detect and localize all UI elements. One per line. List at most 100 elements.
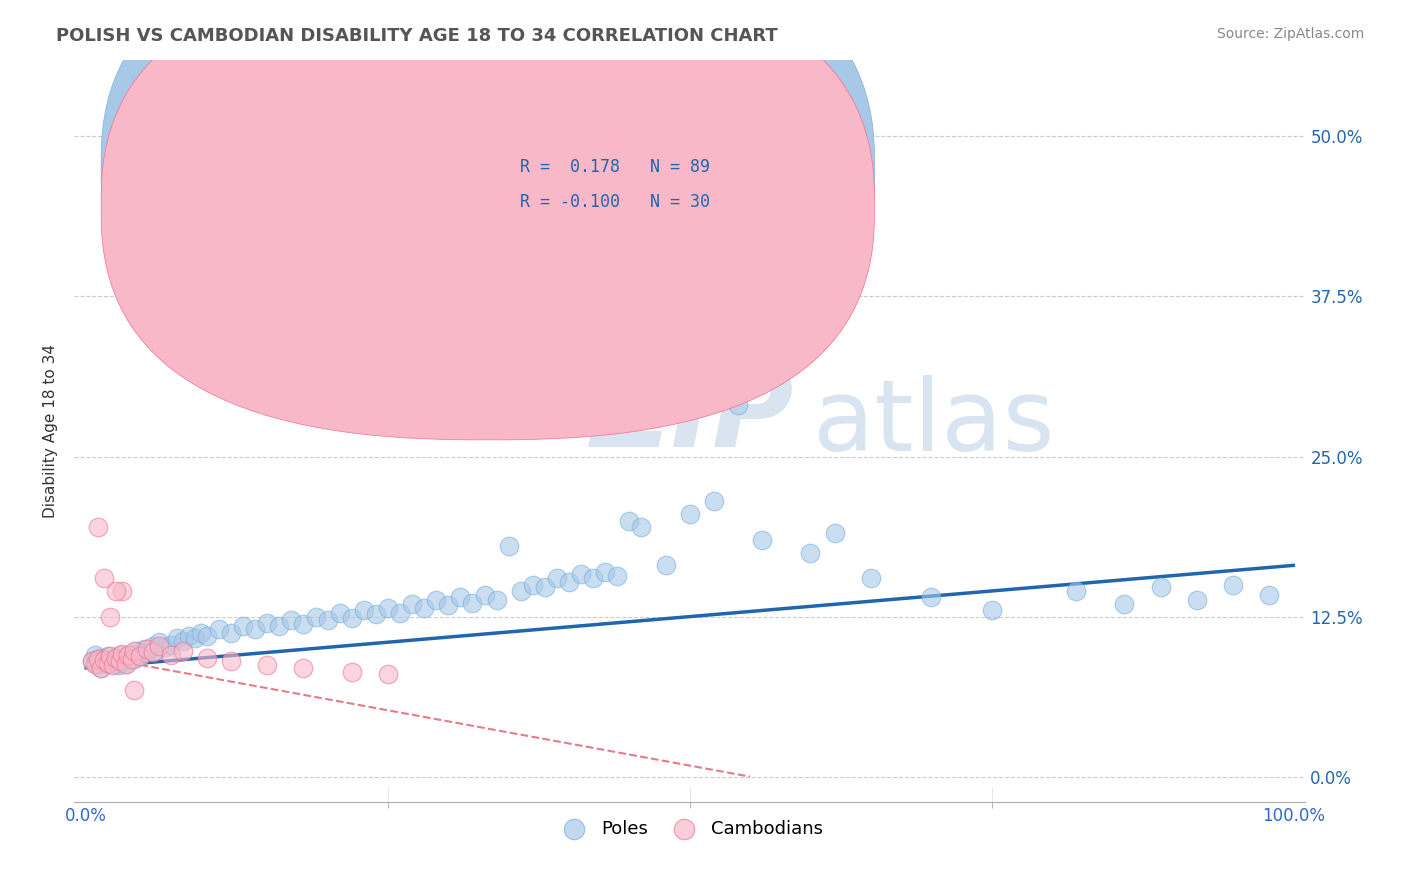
Point bbox=[824, 526, 846, 541]
FancyBboxPatch shape bbox=[101, 0, 875, 401]
Point bbox=[142, 645, 165, 659]
Point bbox=[980, 603, 1002, 617]
Point bbox=[111, 652, 134, 666]
Point bbox=[509, 584, 531, 599]
Point bbox=[98, 656, 121, 670]
Point bbox=[159, 648, 181, 662]
Point bbox=[522, 577, 544, 591]
Point bbox=[208, 623, 231, 637]
Point bbox=[703, 494, 725, 508]
Point bbox=[219, 626, 242, 640]
Point bbox=[114, 654, 136, 668]
Point bbox=[115, 657, 138, 671]
Point bbox=[90, 661, 112, 675]
Point bbox=[124, 652, 146, 666]
Point bbox=[82, 654, 104, 668]
Point bbox=[108, 648, 131, 662]
Point bbox=[751, 533, 773, 547]
Point bbox=[316, 614, 339, 628]
Point bbox=[121, 652, 143, 666]
Point bbox=[1222, 577, 1244, 591]
Point bbox=[377, 667, 399, 681]
Point bbox=[413, 600, 436, 615]
Point bbox=[1114, 597, 1136, 611]
Point bbox=[353, 603, 375, 617]
Point bbox=[485, 593, 508, 607]
Point bbox=[569, 567, 592, 582]
Point bbox=[859, 571, 882, 585]
Point bbox=[108, 654, 131, 668]
Point bbox=[117, 648, 139, 662]
Point bbox=[145, 643, 167, 657]
Point bbox=[83, 657, 105, 671]
Point bbox=[461, 595, 484, 609]
Point bbox=[593, 565, 616, 579]
Point bbox=[121, 647, 143, 661]
Point bbox=[292, 617, 315, 632]
Point bbox=[920, 591, 942, 605]
Point bbox=[135, 641, 157, 656]
Point bbox=[124, 682, 146, 697]
Point bbox=[630, 520, 652, 534]
Point bbox=[195, 650, 218, 665]
Point bbox=[799, 545, 821, 559]
Point bbox=[534, 580, 557, 594]
Point bbox=[474, 588, 496, 602]
Point bbox=[97, 649, 120, 664]
Point bbox=[582, 571, 605, 585]
Point bbox=[654, 558, 676, 573]
Point bbox=[90, 650, 112, 665]
Point bbox=[98, 649, 121, 664]
Point bbox=[87, 652, 110, 666]
Point bbox=[437, 598, 460, 612]
Point bbox=[93, 653, 115, 667]
Point bbox=[389, 606, 412, 620]
Point bbox=[87, 652, 110, 666]
Point bbox=[256, 615, 278, 630]
Point bbox=[129, 649, 152, 664]
Point bbox=[94, 657, 117, 671]
Point bbox=[364, 607, 387, 621]
Point bbox=[329, 606, 352, 620]
Point bbox=[172, 634, 194, 648]
Point bbox=[93, 571, 115, 585]
Point bbox=[727, 398, 749, 412]
Text: R =  0.178   N = 89: R = 0.178 N = 89 bbox=[520, 158, 710, 176]
Point bbox=[1185, 593, 1208, 607]
Point bbox=[190, 626, 212, 640]
Point bbox=[98, 609, 121, 624]
Point bbox=[437, 206, 460, 220]
Point bbox=[292, 661, 315, 675]
Point bbox=[219, 654, 242, 668]
Point bbox=[101, 657, 124, 671]
Point bbox=[87, 520, 110, 534]
Point bbox=[142, 639, 165, 653]
Point bbox=[101, 658, 124, 673]
Point bbox=[148, 635, 170, 649]
FancyBboxPatch shape bbox=[443, 141, 776, 234]
Point bbox=[132, 641, 155, 656]
Point bbox=[425, 593, 447, 607]
Point bbox=[243, 623, 266, 637]
Text: atlas: atlas bbox=[813, 375, 1054, 472]
Point bbox=[148, 639, 170, 653]
Point bbox=[105, 650, 128, 665]
Point bbox=[401, 597, 423, 611]
Text: R = -0.100   N = 30: R = -0.100 N = 30 bbox=[520, 194, 710, 211]
Point bbox=[679, 507, 702, 521]
Point bbox=[98, 654, 121, 668]
Point bbox=[340, 611, 363, 625]
Point bbox=[111, 647, 134, 661]
Point bbox=[103, 650, 125, 665]
Point bbox=[1149, 580, 1171, 594]
Point bbox=[177, 629, 200, 643]
Point bbox=[105, 653, 128, 667]
Point bbox=[117, 649, 139, 664]
Point bbox=[84, 657, 107, 671]
Point bbox=[558, 574, 581, 589]
Point bbox=[111, 584, 134, 599]
Point bbox=[269, 618, 291, 632]
Point bbox=[115, 657, 138, 671]
Point bbox=[107, 658, 129, 673]
Point bbox=[93, 653, 115, 667]
